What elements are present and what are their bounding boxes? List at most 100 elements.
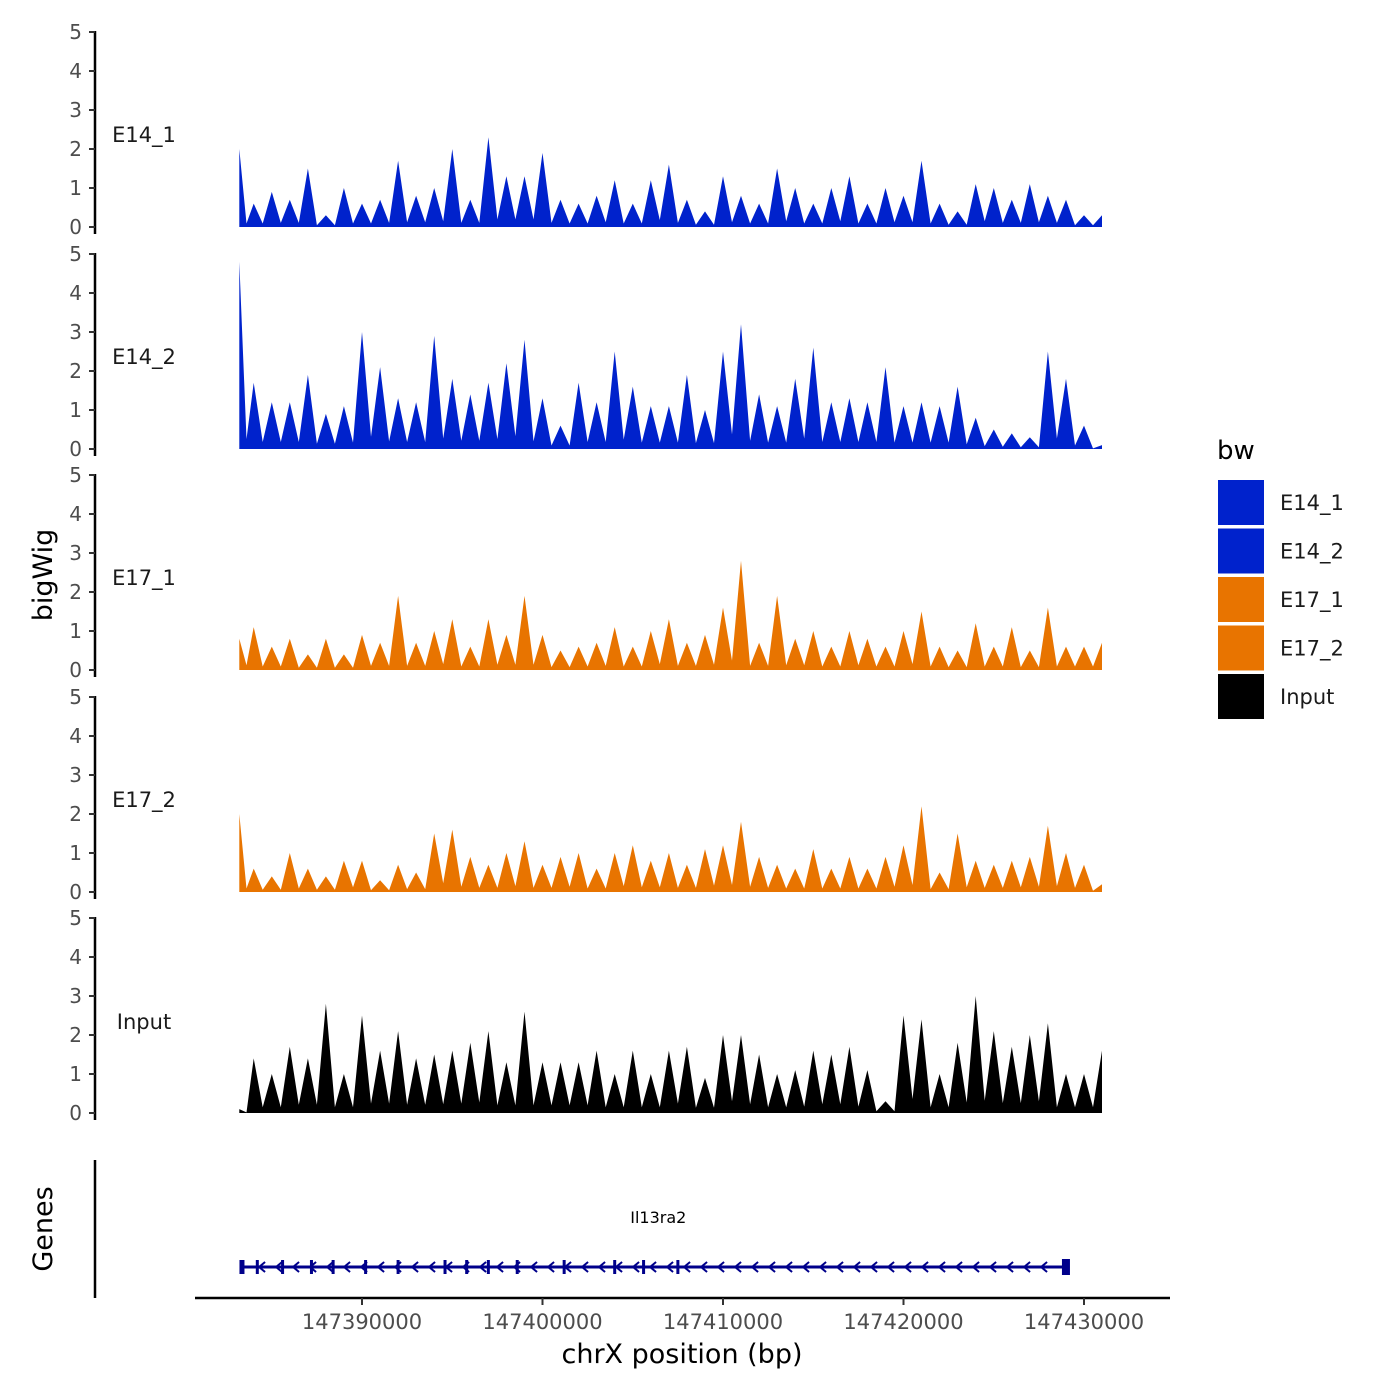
strand-arrow (325, 1261, 334, 1273)
x-axis-title: chrX position (bp) (561, 1339, 802, 1370)
y-tick-label-e17-1-0: 0 (69, 658, 82, 682)
track-e17-2: 0 1 2 3 4 5 E17_2 (69, 685, 1103, 904)
strand-arrow (580, 1261, 589, 1273)
strand-arrow (869, 1261, 878, 1273)
legend-title: bw (1217, 436, 1255, 466)
strand-arrow (733, 1261, 742, 1273)
y-tick-label-input-3: 3 (69, 984, 82, 1008)
area-e14-1 (239, 137, 1103, 227)
strand-arrow (665, 1261, 674, 1273)
exon (364, 1260, 368, 1274)
strand-arrow (903, 1261, 912, 1273)
strand-arrow (597, 1261, 606, 1273)
legend: bw E14_1 E14_2 E17_1 E17_2 Input (1217, 436, 1344, 719)
area-input (239, 996, 1103, 1113)
strand-arrow (291, 1261, 300, 1273)
strand-arrow (1022, 1261, 1031, 1273)
y-tick-label-e17-2-4: 4 (69, 724, 82, 748)
track-label-e14-1: E14_1 (112, 123, 176, 148)
strand-arrow (495, 1261, 504, 1273)
strand-arrow (835, 1261, 844, 1273)
legend-swatch-e17-2 (1218, 625, 1264, 671)
track-e14-2: 0 1 2 3 4 5 E14_2 (69, 242, 1103, 461)
y-tick-label-e17-2-5: 5 (69, 685, 82, 709)
strand-arrow (954, 1261, 963, 1273)
strand-arrow (682, 1261, 691, 1273)
x-tick-label-1: 147400000 (482, 1310, 602, 1334)
track-input: 0 1 2 3 4 5 Input (69, 906, 1103, 1125)
strand-arrow (1005, 1261, 1014, 1273)
y-tick-label-e17-1-1: 1 (69, 619, 82, 643)
strand-arrow (376, 1261, 385, 1273)
exon (309, 1260, 313, 1274)
strand-arrow (716, 1261, 725, 1273)
exon (255, 1260, 259, 1274)
legend-swatch-e17-1 (1218, 577, 1264, 622)
y-tick-label-e17-2-0: 0 (69, 880, 82, 904)
exon (396, 1260, 400, 1274)
track-label-e14-2: E14_2 (112, 345, 176, 370)
y-tick-label-input-5: 5 (69, 906, 82, 930)
strand-arrow (529, 1261, 538, 1273)
y-tick-label-e14-2-3: 3 (69, 320, 82, 344)
exon (239, 1260, 245, 1274)
strand-arrow (920, 1261, 929, 1273)
legend-label-input: Input (1280, 685, 1334, 709)
gene-name-label: Il13ra2 (630, 1208, 686, 1227)
y-axis-title: bigWig (28, 529, 59, 622)
legend-swatch-e14-1 (1218, 480, 1264, 525)
area-e17-2 (239, 806, 1103, 892)
y-tick-label-e14-1-3: 3 (69, 98, 82, 122)
y-tick-label-e17-1-5: 5 (69, 463, 82, 487)
exon (1061, 1259, 1070, 1275)
legend-label-e17-1: E17_1 (1280, 588, 1344, 613)
x-axis: 147390000 147400000 147410000 147420000 1474… (195, 1296, 1170, 1334)
y-tick-label-e14-2-0: 0 (69, 437, 82, 461)
strand-arrow (648, 1261, 657, 1273)
legend-label-e17-2: E17_2 (1280, 637, 1344, 662)
y-tick-label-e14-2-5: 5 (69, 242, 82, 266)
y-tick-label-input-0: 0 (69, 1101, 82, 1125)
y-tick-label-e14-1-2: 2 (69, 137, 82, 161)
y-tick-label-e14-2-1: 1 (69, 398, 82, 422)
strand-arrow (342, 1261, 351, 1273)
y-tick-label-e17-2-2: 2 (69, 802, 82, 826)
y-tick-label-input-2: 2 (69, 1023, 82, 1047)
y-tick-label-e17-1-3: 3 (69, 541, 82, 565)
area-e14-2 (239, 261, 1103, 449)
strand-arrow (767, 1261, 776, 1273)
y-tick-label-e17-1-2: 2 (69, 580, 82, 604)
y-tick-label-e14-1-4: 4 (69, 59, 82, 83)
exon (486, 1260, 490, 1274)
strand-arrow (546, 1261, 555, 1273)
x-tick-label-3: 147420000 (843, 1310, 963, 1334)
exon (613, 1260, 617, 1274)
y-tick-label-input-4: 4 (69, 945, 82, 969)
area-e17-1 (239, 560, 1103, 670)
y-tick-label-e17-2-3: 3 (69, 763, 82, 787)
strand-arrow (852, 1261, 861, 1273)
exon (281, 1260, 285, 1274)
strand-arrow (631, 1261, 640, 1273)
strand-arrow (699, 1261, 708, 1273)
track-panels: 0 1 2 3 4 5 E14_1 0 1 2 3 4 5 E14_2 0 1 2 3 4 5 E17_1 0 1 2 3 4 5 E… (69, 20, 1103, 1125)
exon (562, 1260, 566, 1274)
strand-arrow (750, 1261, 759, 1273)
exon (676, 1260, 680, 1274)
strand-arrow (937, 1261, 946, 1273)
exon (331, 1260, 335, 1274)
x-tick-label-4: 147430000 (1024, 1310, 1144, 1334)
legend-swatch-e14-2 (1218, 528, 1264, 574)
x-tick-label-2: 147410000 (663, 1310, 783, 1334)
strand-arrow (257, 1261, 266, 1273)
strand-arrow (971, 1261, 980, 1273)
y-tick-label-e14-1-0: 0 (69, 215, 82, 239)
legend-label-e14-2: E14_2 (1280, 540, 1344, 565)
exon (515, 1260, 519, 1274)
strand-arrow (988, 1261, 997, 1273)
strand-arrow (1039, 1261, 1048, 1273)
y-tick-label-e14-1-5: 5 (69, 20, 82, 44)
track-label-e17-2: E17_2 (112, 788, 176, 813)
y-tick-label-e14-2-4: 4 (69, 281, 82, 305)
